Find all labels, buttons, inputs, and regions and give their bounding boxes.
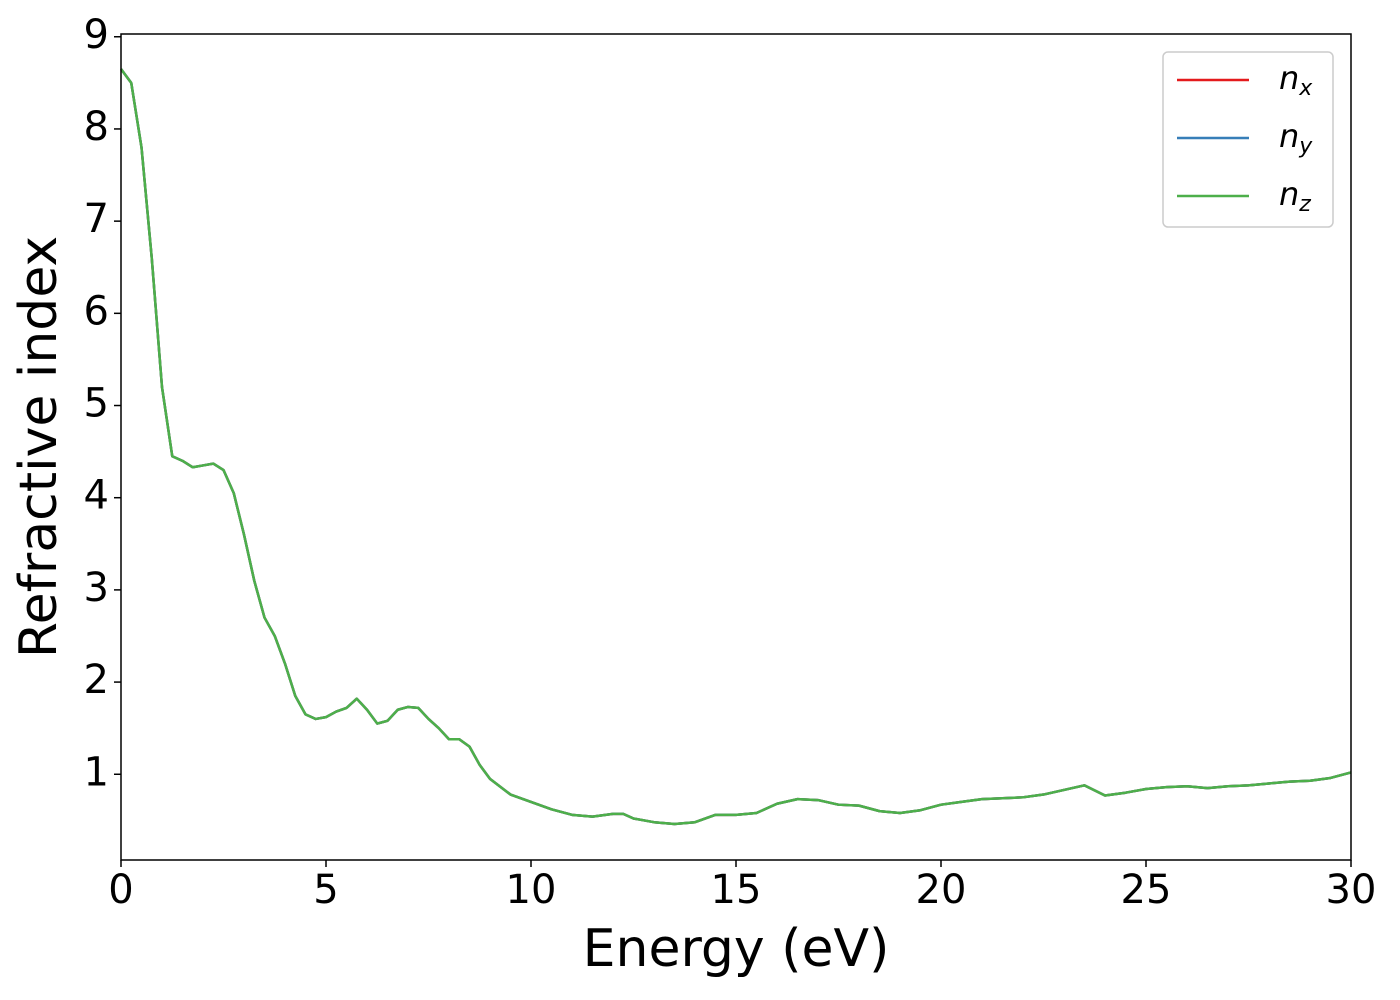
y-tick-label: 9 [84, 12, 109, 58]
x-axis-label: Energy (eV) [583, 919, 890, 979]
data-line [119, 68, 1352, 826]
y-tick-label: 8 [84, 104, 109, 150]
y-tick-label: 2 [84, 657, 109, 703]
x-tick-label: 0 [108, 867, 133, 913]
y-tick-label: 7 [84, 196, 109, 242]
y-tick-label: 6 [84, 288, 109, 334]
legend-label: nx [1279, 59, 1313, 101]
x-tick-label: 15 [711, 867, 762, 913]
y-tick-label: 3 [84, 565, 109, 611]
x-tick-label: 10 [506, 867, 557, 913]
y-tick-label: 1 [84, 749, 109, 795]
legend-label: ny [1279, 117, 1313, 159]
legend-box [1162, 51, 1334, 228]
plot-frame [120, 33, 1352, 861]
legend-label: nz [1279, 175, 1311, 217]
x-tick-label: 30 [1326, 867, 1377, 913]
x-tick-label: 5 [313, 867, 338, 913]
x-tick-label: 20 [916, 867, 967, 913]
y-axis-label: Refractive index [9, 236, 69, 658]
y-tick-label: 4 [84, 473, 109, 519]
x-tick-label: 25 [1121, 867, 1172, 913]
y-tick-label: 5 [84, 381, 109, 427]
